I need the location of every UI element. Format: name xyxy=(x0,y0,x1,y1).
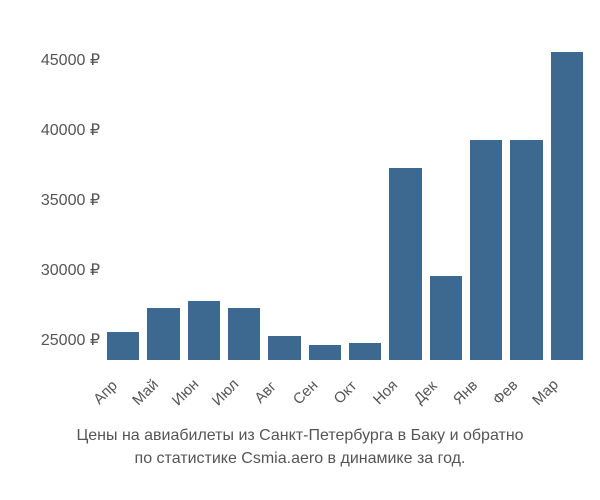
y-tick: 40000 ₽ xyxy=(10,120,100,140)
y-tick: 25000 ₽ xyxy=(10,330,100,350)
y-tick: 35000 ₽ xyxy=(10,190,100,210)
x-axis: АпрМайИюнИюлАвгСенОктНояДекЯнвФевМар xyxy=(105,365,585,425)
chart-caption: Цены на авиабилеты из Санкт-Петербурга в… xyxy=(10,425,590,470)
bar xyxy=(228,308,260,360)
bar xyxy=(430,276,462,360)
bar xyxy=(107,332,139,360)
caption-line-1: Цены на авиабилеты из Санкт-Петербурга в… xyxy=(10,425,590,447)
bar xyxy=(309,345,341,360)
bar xyxy=(470,140,502,360)
bars-group xyxy=(105,10,585,360)
plot-area xyxy=(105,10,585,360)
bar xyxy=(551,52,583,360)
price-chart: 25000 ₽30000 ₽35000 ₽40000 ₽45000 ₽50000… xyxy=(10,10,590,490)
caption-line-2: по статистике Csmia.aero в динамике за г… xyxy=(10,448,590,470)
y-tick: 45000 ₽ xyxy=(10,50,100,70)
bar xyxy=(349,343,381,360)
bar xyxy=(268,336,300,360)
bar xyxy=(510,140,542,360)
bar xyxy=(147,308,179,360)
bar xyxy=(389,168,421,360)
bar xyxy=(188,301,220,360)
y-tick: 30000 ₽ xyxy=(10,260,100,280)
y-axis: 25000 ₽30000 ₽35000 ₽40000 ₽45000 ₽50000… xyxy=(10,10,100,360)
